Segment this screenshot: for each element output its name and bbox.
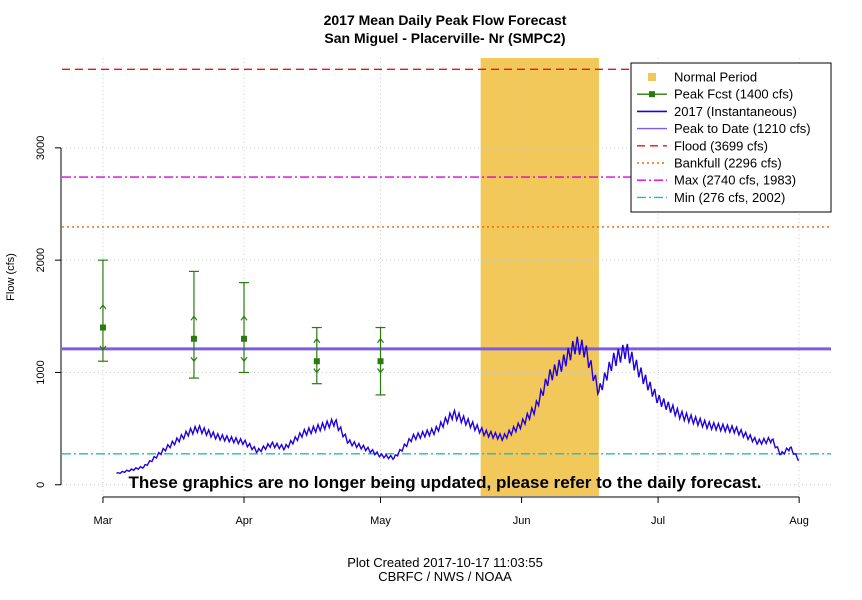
x-tick-label: Jun — [513, 515, 531, 527]
legend-label: Min (276 cfs, 2002) — [674, 190, 785, 205]
legend-entry: Peak Fcst (1400 cfs) — [637, 87, 793, 102]
forecast-point — [311, 326, 322, 385]
legend-label: Max (2740 cfs, 1983) — [674, 173, 796, 188]
legend: Normal Period Peak Fcst (1400 cfs) 2017 (I… — [630, 62, 832, 213]
forecast-quantile-low — [377, 368, 385, 374]
forecast-quantile-low — [190, 356, 198, 363]
y-tick-label: 1000 — [35, 360, 47, 384]
forecast-marker — [377, 358, 384, 365]
forecast-quantile-low — [313, 368, 321, 374]
legend-entry: Max (2740 cfs, 1983) — [637, 173, 796, 188]
y-tick-label: 3000 — [35, 136, 47, 160]
normal-period-band — [480, 58, 599, 496]
legend-entry: Normal Period — [648, 70, 757, 85]
x-tick-label: Mar — [93, 515, 112, 527]
y-tick-label: 0 — [35, 482, 47, 488]
legend-entry: 2017 (Instantaneous) — [637, 104, 797, 119]
forecast-quantile-high — [99, 304, 107, 310]
forecast-point — [188, 270, 199, 379]
forecast-marker — [190, 335, 197, 342]
forecast-point — [375, 326, 386, 396]
legend-label: Flood (3699 cfs) — [674, 138, 768, 153]
chart-title: 2017 Mean Daily Peak Flow Forecast — [324, 12, 567, 28]
forecast-quantile-low — [99, 345, 107, 351]
x-tick-label: May — [370, 515, 391, 527]
y-tick-label: 2000 — [35, 248, 47, 272]
forecast-marker — [99, 324, 106, 331]
legend-label: 2017 (Instantaneous) — [674, 104, 797, 119]
x-tick-label: Apr — [235, 515, 252, 527]
legend-label: Normal Period — [674, 70, 757, 85]
plot-layers: Mar Apr May Jun Jul Aug 0 1000 2000 3000 Normal Pe… — [35, 58, 832, 527]
forecast-quantile-high — [377, 337, 385, 344]
forecast-quantile-high — [190, 315, 198, 321]
forecast-point — [97, 259, 108, 362]
forecast-point — [239, 282, 250, 374]
legend-entry: Bankfull (2296 cfs) — [637, 156, 782, 171]
plot-credit: CBRFC / NWS / NOAA — [378, 569, 512, 584]
legend-swatch — [648, 73, 656, 81]
plot-created-timestamp: Plot Created 2017-10-17 11:03:55 — [347, 555, 543, 570]
legend-entry: Peak to Date (1210 cfs) — [637, 121, 811, 136]
legend-marker — [649, 91, 655, 98]
y-axis-label: Flow (cfs) — [5, 253, 17, 301]
forecast-quantile-low — [240, 356, 248, 363]
discontinued-notice: These graphics are no longer being updat… — [129, 473, 762, 492]
forecast-quantile-high — [313, 337, 321, 344]
forecast-marker — [313, 358, 320, 365]
forecast-marker — [241, 335, 248, 342]
observed-flow-line — [116, 336, 800, 475]
legend-label: Peak Fcst (1400 cfs) — [674, 87, 793, 102]
chart-subtitle: San Miguel - Placerville- Nr (SMPC2) — [324, 30, 565, 46]
legend-entry: Min (276 cfs, 2002) — [637, 190, 785, 205]
x-tick-label: Aug — [789, 515, 809, 527]
legend-label: Peak to Date (1210 cfs) — [674, 121, 811, 136]
legend-entry: Flood (3699 cfs) — [637, 138, 768, 153]
x-tick-label: Jul — [651, 515, 665, 527]
legend-box — [630, 62, 832, 213]
legend-label: Bankfull (2296 cfs) — [674, 156, 782, 171]
forecast-quantile-high — [240, 315, 248, 321]
